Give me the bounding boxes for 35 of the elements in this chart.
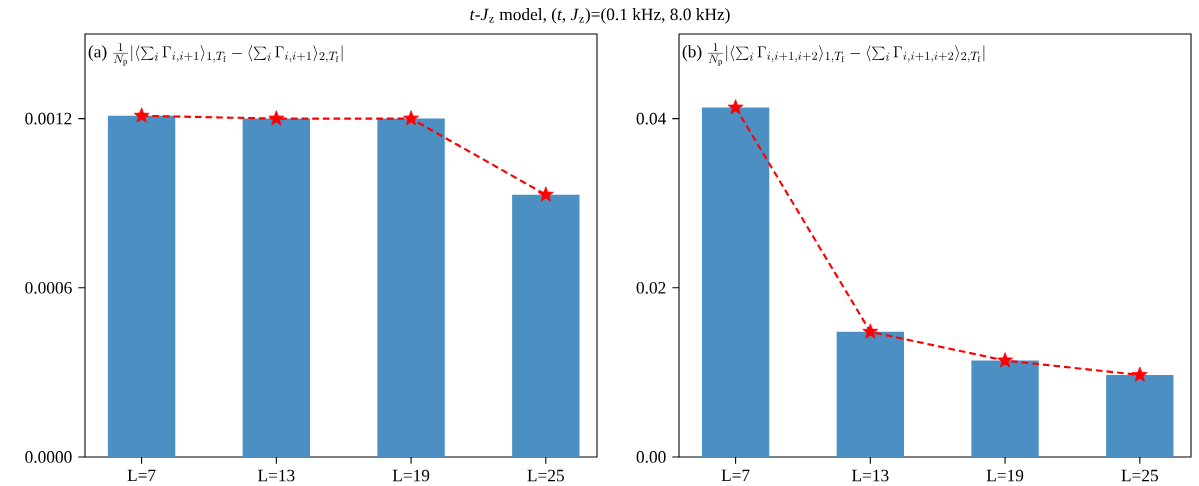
y-tick-label: 0.0000 (25, 451, 72, 463)
bar (377, 118, 445, 457)
chart-title: t-J$_{z}$ model, (t, J$_{z}$)=(0.1 kHz, 8.0 kHz) (470, 8, 730, 24)
annotation: $\frac{1}{N_\mathrm{p}}|\langle\sum_i \Gamma_{i,i+1}\rangle_{1,T_\mathrm{f}} - \langle\sum_i \Gamma_{i,i+1}\rangle_{2,T_\mathrm{f}}|$ (113, 43, 343, 66)
x-tick-label: L=25 (527, 469, 564, 482)
point (133, 107, 150, 123)
y-tick-label: 0.02 (636, 281, 666, 294)
bar (512, 194, 580, 457)
bar (701, 107, 770, 457)
x-tick-label: L=7 (721, 469, 750, 482)
bar (107, 115, 176, 457)
point (1131, 366, 1148, 382)
annotation: (b) (682, 45, 702, 61)
y-tick-label: 0.0012 (25, 112, 72, 125)
bar (836, 331, 905, 457)
annotation: (a) (88, 45, 107, 61)
x-tick-label: L=19 (986, 469, 1024, 482)
point (268, 110, 285, 126)
point (727, 99, 744, 115)
y-tick-label: 0.00 (636, 451, 666, 463)
x-tick-label: L=19 (392, 469, 430, 482)
bar (1106, 374, 1174, 457)
y-tick-label: 0.04 (636, 112, 667, 125)
point (403, 110, 420, 126)
x-tick-label: L=13 (851, 469, 889, 482)
bar (971, 360, 1039, 457)
bar (242, 118, 311, 457)
x-tick-label: L=7 (127, 469, 156, 482)
point (862, 323, 879, 339)
point (997, 352, 1014, 368)
x-tick-label: L=25 (1121, 469, 1158, 482)
x-tick-label: L=13 (257, 469, 295, 482)
point (537, 186, 554, 202)
y-tick-label: 0.0006 (25, 281, 72, 294)
annotation: $\frac{1}{N_\mathrm{p}}|\langle\sum_i \Gamma_{i,i+1,i+2}\rangle_{1,T_\mathrm{f}} - \langle\sum_i \Gamma_{i,i+1,i+2}\rangle_{2,T_\mathrm{f}}|$ (708, 43, 985, 66)
